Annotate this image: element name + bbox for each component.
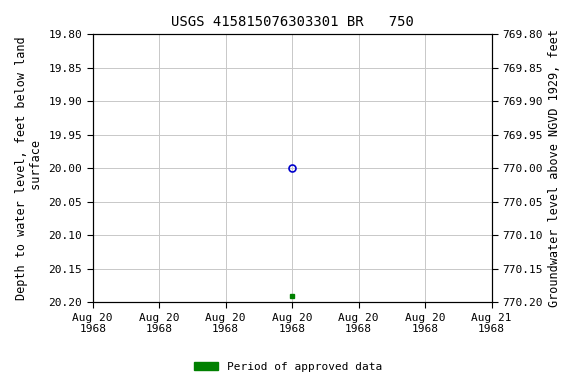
Legend: Period of approved data: Period of approved data [190, 358, 386, 377]
Title: USGS 415815076303301 BR   750: USGS 415815076303301 BR 750 [170, 15, 414, 29]
Y-axis label: Depth to water level, feet below land
 surface: Depth to water level, feet below land su… [15, 36, 43, 300]
Y-axis label: Groundwater level above NGVD 1929, feet: Groundwater level above NGVD 1929, feet [548, 30, 561, 307]
